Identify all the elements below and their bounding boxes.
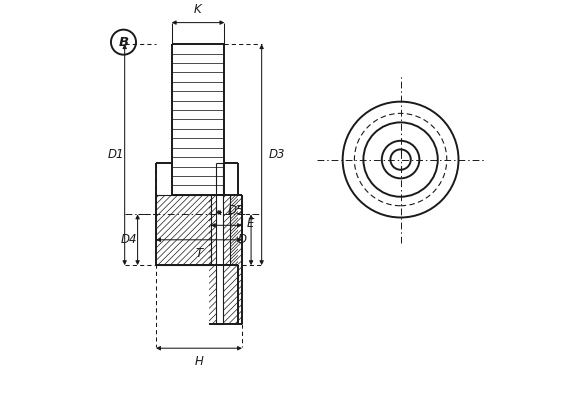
Text: D5: D5 xyxy=(227,204,244,217)
Text: K: K xyxy=(194,2,202,16)
Text: B: B xyxy=(118,36,129,49)
Text: D4: D4 xyxy=(120,233,137,246)
Text: T: T xyxy=(196,247,203,260)
Text: D1: D1 xyxy=(108,148,125,161)
Text: H: H xyxy=(194,355,204,368)
Text: D3: D3 xyxy=(269,148,285,161)
Text: E: E xyxy=(247,217,254,230)
Text: D: D xyxy=(238,233,247,246)
